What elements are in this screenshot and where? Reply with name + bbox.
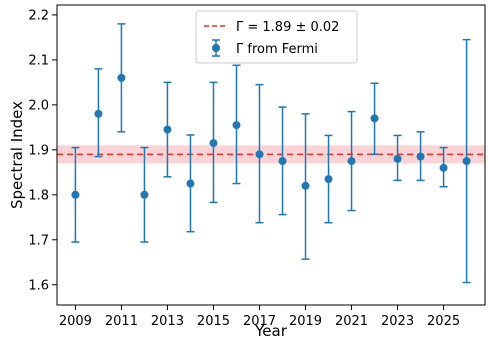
data-point bbox=[71, 190, 80, 199]
data-point bbox=[140, 190, 149, 199]
y-tick-label: 2.2 bbox=[28, 8, 49, 23]
data-point bbox=[186, 179, 195, 188]
data-point bbox=[94, 109, 103, 118]
x-tick-label: 2017 bbox=[243, 314, 276, 329]
x-tick-label: 2023 bbox=[381, 314, 414, 329]
data-point bbox=[117, 73, 126, 82]
x-tick-label: 2013 bbox=[151, 314, 184, 329]
legend-mean-label: Γ̄ = 1.89 ± 0.02 bbox=[236, 20, 339, 35]
legend-series-marker bbox=[212, 44, 220, 52]
data-point bbox=[163, 125, 172, 134]
x-axis-ticks: 2009 2011 2013 2015 2017 2019 2021 2023 2025 bbox=[59, 305, 460, 329]
y-tick-label: 1.8 bbox=[28, 188, 49, 203]
data-point bbox=[324, 175, 333, 184]
y-tick-label: 1.6 bbox=[28, 278, 49, 293]
y-tick-label: 2.1 bbox=[28, 53, 49, 68]
legend: Γ̄ = 1.89 ± 0.02 Γ from Fermi bbox=[195, 10, 358, 64]
x-tick-label: 2011 bbox=[105, 314, 138, 329]
legend-box bbox=[195, 10, 358, 64]
data-point bbox=[393, 154, 402, 163]
data-point bbox=[278, 157, 287, 166]
data-point bbox=[255, 150, 264, 159]
data-point bbox=[347, 157, 356, 166]
data-point bbox=[301, 181, 310, 190]
data-point bbox=[232, 121, 241, 130]
y-tick-label: 2.0 bbox=[28, 98, 49, 113]
axes-frame bbox=[56, 4, 486, 306]
data-point bbox=[370, 114, 379, 123]
y-tick-label: 1.7 bbox=[28, 233, 49, 248]
data-point bbox=[416, 152, 425, 161]
y-tick-label: 1.9 bbox=[28, 143, 49, 158]
y-axis-label: Spectral Index bbox=[8, 101, 26, 209]
data-point bbox=[462, 157, 471, 166]
x-tick-label: 2021 bbox=[335, 314, 368, 329]
y-axis-ticks: 1.6 1.7 1.8 1.9 2.0 2.1 2.2 bbox=[28, 8, 57, 293]
x-tick-label: 2015 bbox=[197, 314, 230, 329]
plot-area bbox=[57, 23, 485, 284]
x-tick-label: 2009 bbox=[59, 314, 92, 329]
legend-series-label: Γ from Fermi bbox=[236, 42, 318, 57]
x-axis-label: Year bbox=[254, 322, 288, 340]
data-point bbox=[439, 163, 448, 172]
x-tick-label: 2019 bbox=[289, 314, 322, 329]
data-points bbox=[71, 73, 471, 199]
data-point bbox=[209, 139, 218, 148]
x-tick-label: 2025 bbox=[427, 314, 460, 329]
